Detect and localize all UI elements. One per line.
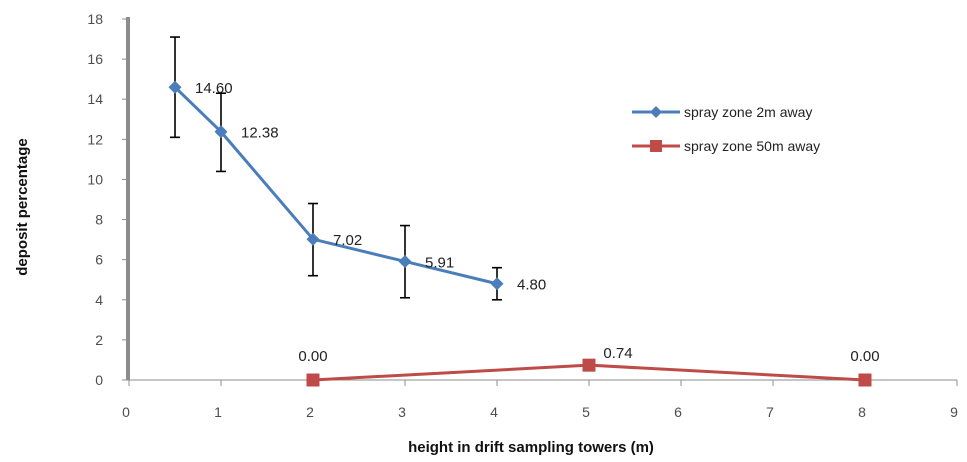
- data-point-diamond: [168, 80, 182, 94]
- y-tick-label: 14: [87, 91, 103, 107]
- data-point-square: [582, 358, 596, 372]
- data-label: 0.00: [298, 348, 327, 365]
- y-tick-label: 4: [95, 292, 103, 308]
- data-point-diamond: [214, 125, 228, 139]
- y-axis-title: deposit percentage: [14, 138, 31, 276]
- legend-label-2: spray zone 50m away: [684, 138, 820, 154]
- x-tick-label: 5: [582, 404, 590, 420]
- data-label: 5.91: [425, 254, 454, 271]
- y-tick-label: 10: [87, 171, 103, 187]
- y-tick-label: 16: [87, 51, 103, 67]
- x-tick-label: 0: [122, 404, 130, 420]
- legend-marker-square: [650, 140, 662, 152]
- y-tick-label: 18: [87, 11, 103, 27]
- data-label: 0.74: [603, 345, 632, 362]
- legend-marker-diamond: [650, 106, 662, 118]
- data-label: 4.80: [517, 277, 546, 294]
- legend-label-1: spray zone 2m away: [684, 104, 812, 120]
- data-label: 7.02: [333, 232, 362, 249]
- y-tick-label: 2: [95, 332, 103, 348]
- x-tick-label: 8: [858, 404, 866, 420]
- x-tick-label: 1: [214, 404, 222, 420]
- x-tick-label: 3: [398, 404, 406, 420]
- y-tick-label: 12: [87, 131, 103, 147]
- data-point-diamond: [490, 277, 504, 291]
- data-point-square: [858, 373, 872, 387]
- data-point-diamond: [398, 254, 412, 268]
- x-tick-label: 4: [490, 404, 498, 420]
- series-layer: [168, 36, 872, 387]
- y-tick-label: 6: [95, 252, 103, 268]
- y-tick-label: 8: [95, 212, 103, 228]
- data-label: 0.00: [850, 348, 879, 365]
- legend: spray zone 2m away spray zone 50m away: [632, 104, 820, 154]
- y-axis-line: [126, 17, 130, 380]
- x-tick-label: 6: [674, 404, 682, 420]
- data-labels: 14.60 12.38 7.02 5.91 4.80 0.00 0.74 0.00: [195, 80, 880, 365]
- x-tick-label: 2: [306, 404, 314, 420]
- x-tick-label: 7: [766, 404, 774, 420]
- x-tick-label: 9: [950, 404, 958, 420]
- data-point-diamond: [306, 232, 320, 246]
- x-axis-title: height in drift sampling towers (m): [408, 439, 654, 456]
- data-label: 14.60: [195, 80, 233, 97]
- data-point-square: [306, 373, 320, 387]
- y-tick-label: 0: [95, 372, 103, 388]
- data-label: 12.38: [241, 125, 279, 142]
